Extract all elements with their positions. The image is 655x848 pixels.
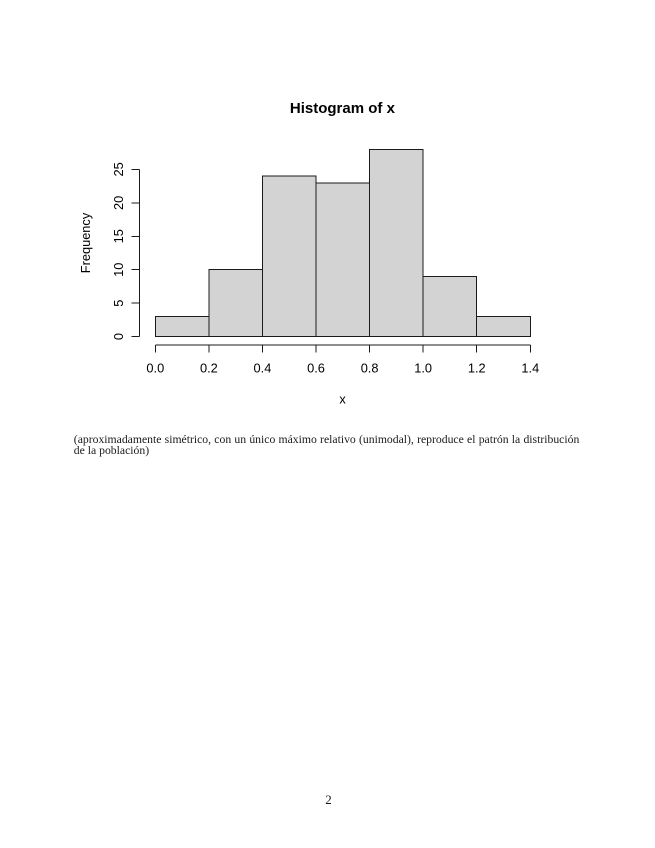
svg-text:Frequency: Frequency: [78, 212, 93, 273]
svg-text:Histogram of x: Histogram of x: [290, 100, 396, 117]
svg-text:0.2: 0.2: [200, 360, 218, 375]
svg-text:1.0: 1.0: [414, 360, 432, 375]
svg-text:0.4: 0.4: [254, 360, 272, 375]
svg-text:15: 15: [111, 229, 126, 243]
svg-text:x: x: [339, 392, 346, 407]
svg-text:1.2: 1.2: [468, 360, 486, 375]
svg-text:1.4: 1.4: [521, 360, 539, 375]
svg-text:20: 20: [111, 196, 126, 210]
svg-text:0: 0: [111, 333, 126, 340]
svg-text:5: 5: [111, 300, 126, 307]
svg-text:25: 25: [111, 162, 126, 176]
svg-text:0.6: 0.6: [307, 360, 325, 375]
svg-text:0.0: 0.0: [146, 360, 164, 375]
svg-text:10: 10: [111, 263, 126, 277]
svg-text:0.8: 0.8: [361, 360, 379, 375]
